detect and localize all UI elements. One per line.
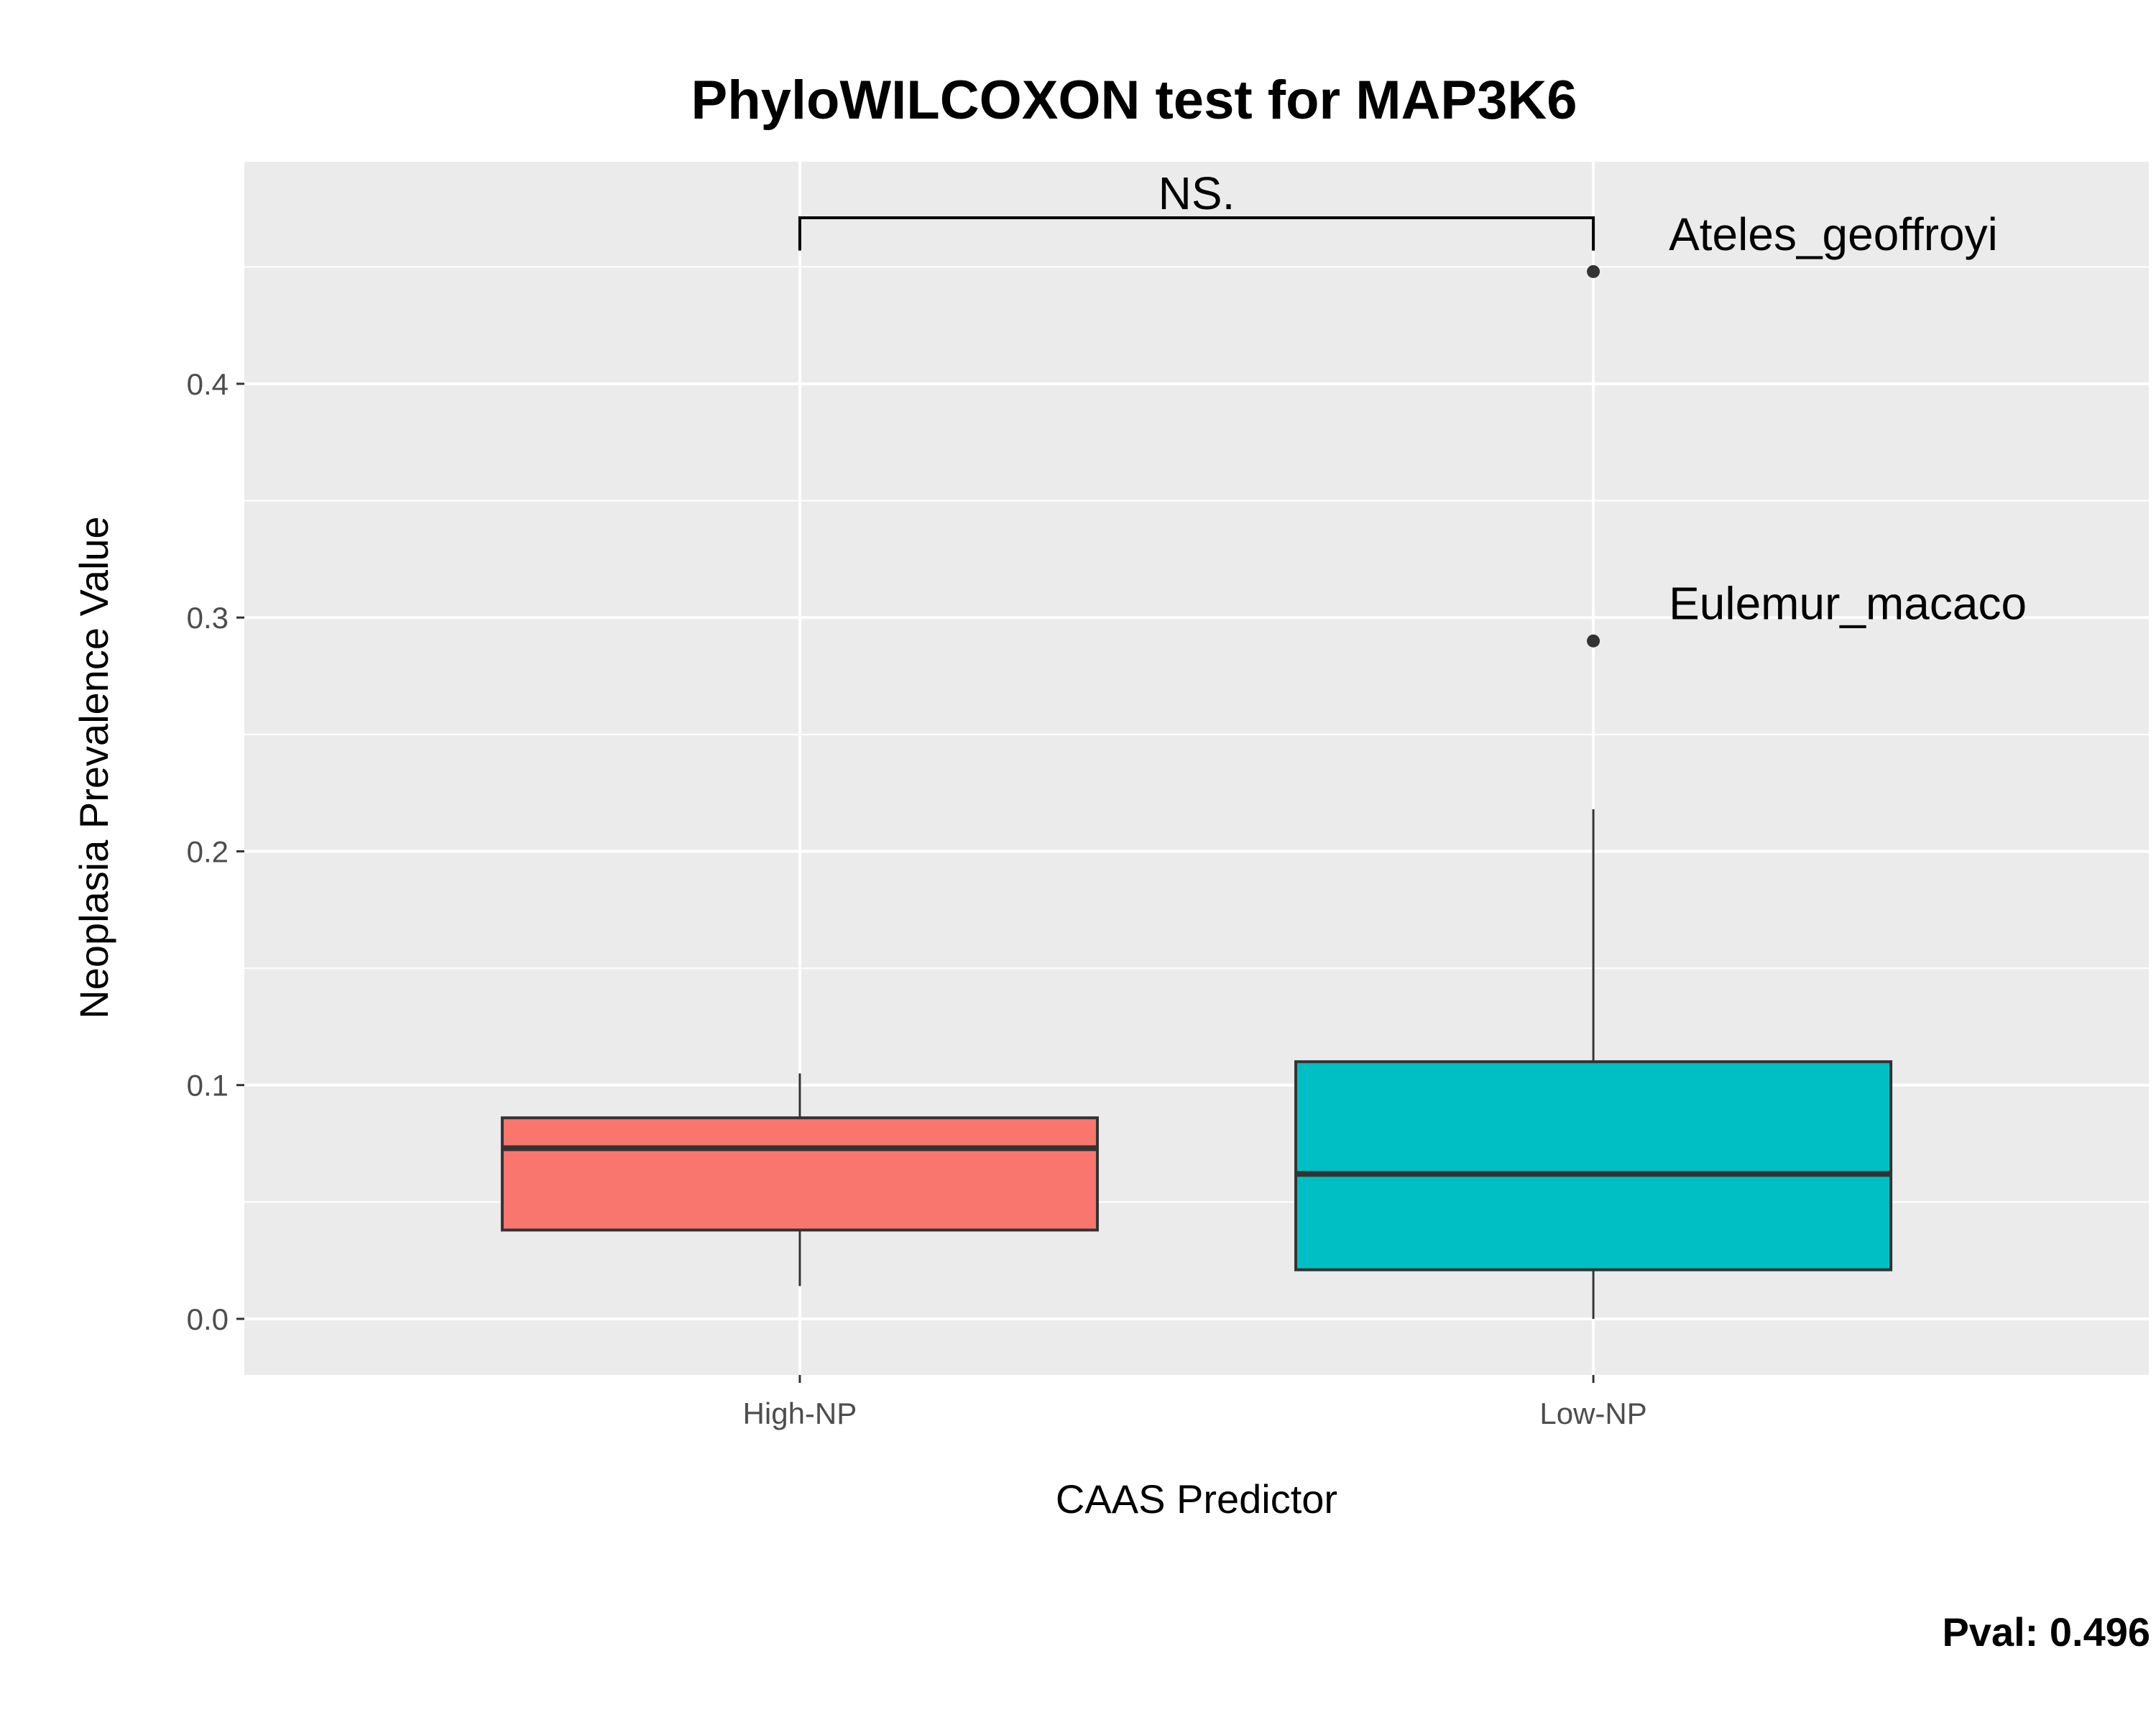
significance-bracket: NS. — [798, 167, 1595, 251]
x-axis-title: CAAS Predictor — [1056, 1476, 1337, 1522]
chart-title: PhyloWILCOXON test for MAP3K6 — [691, 70, 1577, 131]
box-body — [500, 1116, 1099, 1232]
y-tick-label: 0.0 — [187, 1302, 229, 1336]
x-tick-label: Low-NP — [1539, 1397, 1646, 1430]
box-body — [1294, 1060, 1893, 1271]
y-axis-title: Neoplasia Prevalence Value — [71, 516, 116, 1018]
box-high-np — [500, 1073, 1099, 1287]
outliers: Ateles_geoffroyi Eulemur_macaco — [1587, 208, 2027, 648]
boxes — [500, 809, 1893, 1319]
y-tick-label: 0.2 — [187, 834, 229, 868]
x-axis-ticks: High-NP Low-NP — [743, 1375, 1647, 1430]
y-axis-ticks: 0.0 0.1 0.2 0.3 0.4 — [187, 367, 244, 1336]
significance-label: NS. — [1158, 167, 1235, 219]
outlier-label: Eulemur_macaco — [1669, 578, 2027, 630]
outlier-point — [1587, 634, 1600, 648]
x-tick-label: High-NP — [743, 1397, 857, 1430]
box-low-np — [1294, 809, 1893, 1319]
y-tick-label: 0.1 — [187, 1069, 229, 1103]
y-tick-label: 0.4 — [187, 367, 229, 401]
bracket-line — [798, 216, 1595, 251]
pval-label: Pval: 0.496 — [1942, 1609, 2150, 1655]
outlier-label: Ateles_geoffroyi — [1669, 208, 1998, 260]
outlier-point — [1587, 264, 1600, 278]
y-tick-label: 0.3 — [187, 601, 229, 635]
